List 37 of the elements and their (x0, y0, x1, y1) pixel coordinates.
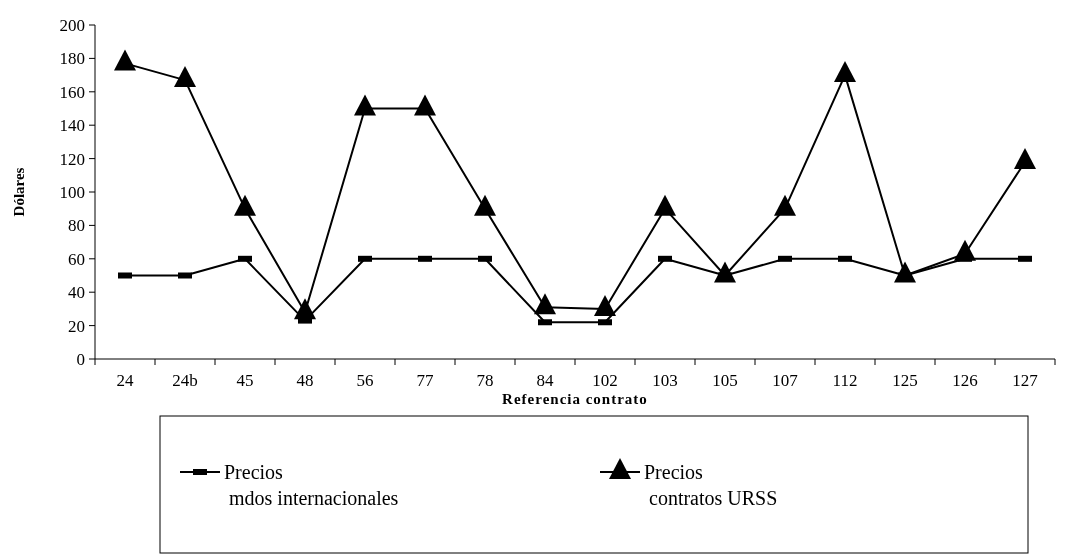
y-tick-label: 140 (59, 116, 85, 136)
y-tick-label: 40 (68, 283, 85, 303)
y-axis-title: Dólares (11, 167, 27, 217)
x-tick-label: 77 (416, 371, 434, 390)
x-tick-label: 105 (712, 371, 738, 390)
y-tick-label: 100 (59, 182, 85, 202)
point (1014, 147, 1036, 169)
point (114, 49, 136, 71)
x-axis-title: Referencia contrato (502, 391, 648, 407)
x-tick-label: 45 (236, 371, 254, 390)
point (414, 94, 436, 116)
y-tick-label: 60 (68, 249, 85, 269)
x-tick-label: 84 (536, 371, 554, 390)
point (354, 94, 376, 116)
x-tick-label: 107 (772, 371, 799, 390)
y-tick-label: 80 (68, 216, 85, 236)
x-tick-label: 127 (1012, 371, 1039, 390)
x-tick-label: 126 (952, 371, 978, 390)
x-tick-label: 103 (652, 371, 678, 390)
legend-label: Precios contratos URSS (644, 461, 778, 509)
y-tick-label: 120 (59, 149, 85, 169)
x-tick-label: 48 (296, 371, 314, 390)
y-tick-label: 160 (59, 82, 85, 102)
x-tick-label: 125 (892, 371, 918, 390)
x-tick-label: 78 (476, 371, 494, 390)
legend-label: Precios mdos internacionales (224, 461, 399, 509)
x-tick-label: 24b (172, 371, 198, 390)
y-tick-label: 180 (59, 49, 85, 69)
x-tick-label: 24 (116, 371, 134, 390)
y-tick-label: 0 (76, 349, 85, 369)
x-tick-label: 102 (592, 371, 618, 390)
y-tick-label: 200 (59, 15, 85, 35)
x-tick-label: 112 (832, 371, 858, 390)
y-tick-label: 20 (68, 316, 85, 336)
point (834, 61, 856, 83)
point (174, 66, 196, 88)
x-tick-label: 56 (356, 371, 374, 390)
